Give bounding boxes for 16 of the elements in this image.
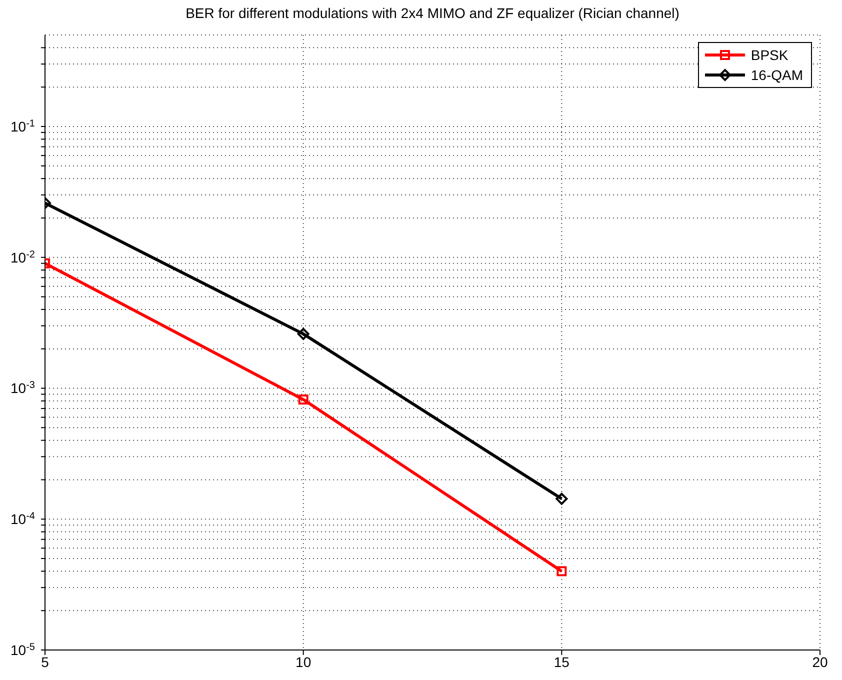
legend-label: BPSK (750, 47, 788, 63)
y-tick-label: 10$^{-2}$ (10, 248, 36, 266)
y-tick-label: 10$^{-1}$ (10, 118, 36, 134)
chart-title: BER for different modulations with 2x4 MIMO and ZF equalizer (Rician channel) (184, 5, 680, 21)
y-tick-label: 10$^{-5}$ (10, 642, 36, 658)
point (556, 566, 567, 576)
x-tick-label: 10 (296, 654, 312, 670)
y-tick-label: 10$^{-3}$ (10, 380, 36, 396)
point (297, 328, 310, 340)
x-tick-label: 5 (41, 654, 50, 670)
point (298, 394, 308, 405)
x-tick-label: 15 (554, 654, 570, 670)
legend-label: 16-QAM (750, 67, 803, 83)
point (556, 492, 568, 505)
x-tick-label: 20 (812, 654, 828, 670)
y-tick-label: 10$^{-4}$ (10, 510, 36, 528)
